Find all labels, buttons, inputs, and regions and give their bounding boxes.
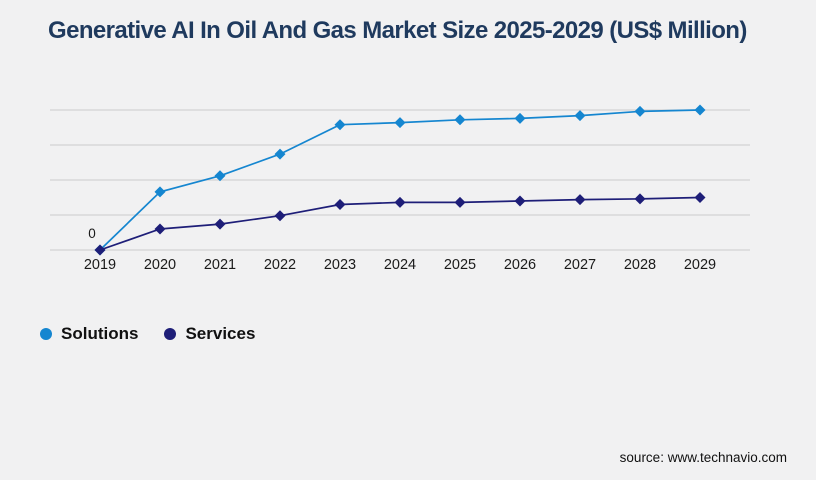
- data-point-marker: [514, 112, 526, 124]
- x-tick-label: 2025: [444, 257, 476, 273]
- data-point-marker: [214, 218, 226, 230]
- chart-title: Generative AI In Oil And Gas Market Size…: [48, 17, 747, 44]
- x-tick-label: 2023: [324, 257, 356, 273]
- data-point-marker: [514, 195, 526, 207]
- x-tick-label: 2019: [84, 257, 116, 273]
- chart-legend: Solutions Services: [40, 324, 255, 344]
- data-point-marker: [274, 148, 286, 160]
- data-point-marker: [454, 196, 466, 208]
- x-tick-label: 2020: [144, 257, 176, 273]
- legend-item-services[interactable]: Services: [164, 324, 255, 344]
- data-point-marker: [574, 194, 586, 206]
- line-chart-canvas: 0 2019 2020 2021 2022 2023 2024 2025 2026 2027 202…: [50, 104, 750, 273]
- data-point-marker: [154, 223, 166, 235]
- data-point-marker: [694, 192, 706, 203]
- services-legend-dot-icon: [164, 328, 177, 340]
- data-point-marker: [394, 196, 406, 208]
- data-point-marker: [694, 104, 706, 116]
- x-tick-label: 2022: [264, 257, 296, 273]
- solutions-legend-dot-icon: [40, 328, 52, 340]
- data-point-marker: [454, 114, 466, 126]
- data-point-marker: [334, 119, 346, 131]
- x-tick-label: 2026: [504, 257, 536, 273]
- x-tick-label: 2028: [624, 257, 656, 273]
- data-point-marker: [334, 199, 346, 210]
- data-point-marker: [274, 210, 286, 222]
- legend-label-services: Services: [185, 324, 256, 343]
- source-attribution: source: www.technavio.com: [619, 450, 787, 465]
- data-point-marker: [634, 105, 646, 117]
- data-point-marker: [154, 186, 166, 198]
- x-tick-label: 2029: [684, 257, 716, 273]
- data-point-marker: [94, 244, 106, 256]
- data-point-marker: [214, 170, 226, 182]
- data-label-zero: 0: [88, 226, 96, 241]
- x-tick-label: 2027: [564, 257, 596, 273]
- legend-item-solutions[interactable]: Solutions: [40, 324, 138, 344]
- data-point-marker: [574, 110, 586, 122]
- legend-label-solutions: Solutions: [61, 324, 139, 343]
- x-tick-label: 2021: [204, 257, 236, 273]
- data-point-marker: [394, 117, 406, 129]
- data-point-marker: [634, 193, 646, 205]
- x-tick-label: 2024: [384, 257, 416, 273]
